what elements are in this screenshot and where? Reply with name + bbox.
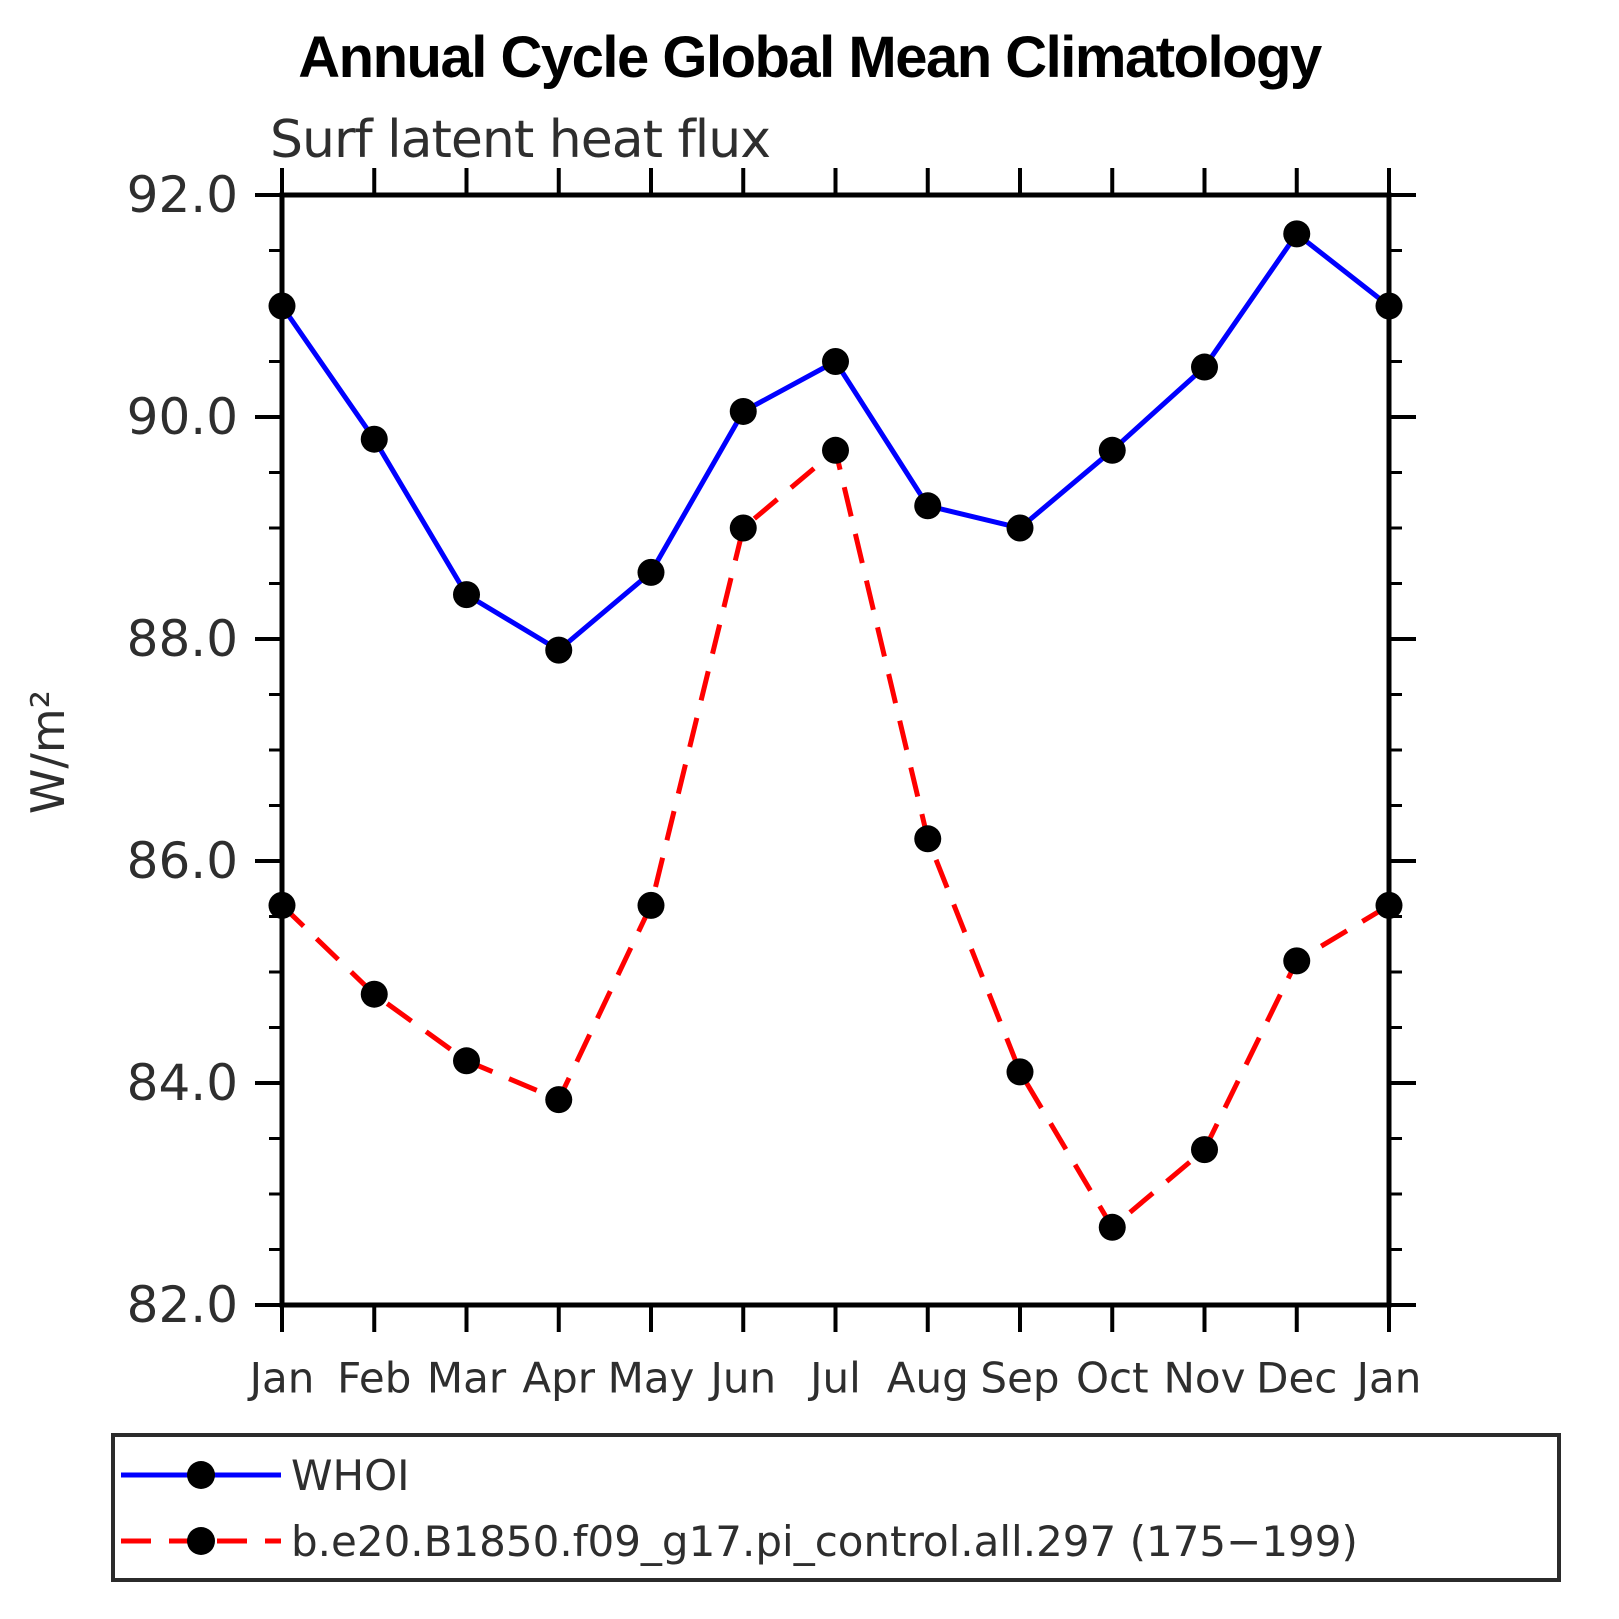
x-tick-label: Jun bbox=[707, 1354, 776, 1403]
x-tick-label: Jan bbox=[247, 1354, 315, 1403]
data-point-marker bbox=[729, 397, 757, 425]
y-tick-label: 84.0 bbox=[127, 1054, 238, 1112]
legend-sample-solid-line bbox=[121, 1461, 281, 1489]
data-point-marker bbox=[268, 891, 296, 919]
data-point-marker bbox=[453, 1047, 480, 1075]
x-tick-label: Jan bbox=[1354, 1354, 1422, 1403]
data-point-marker bbox=[914, 825, 942, 853]
y-tick-label: 82.0 bbox=[127, 1276, 238, 1334]
data-point-marker bbox=[360, 425, 388, 453]
data-point-marker bbox=[914, 492, 942, 520]
y-tick-label: 86.0 bbox=[127, 832, 238, 890]
data-point-marker bbox=[729, 514, 757, 542]
data-point-marker bbox=[637, 558, 665, 586]
data-point-marker bbox=[1191, 1136, 1218, 1164]
legend-marker-dot bbox=[187, 1527, 215, 1555]
data-point-marker bbox=[268, 292, 296, 320]
y-tick-label: 90.0 bbox=[127, 388, 238, 446]
data-point-marker bbox=[1283, 220, 1311, 248]
data-point-marker bbox=[1006, 514, 1034, 542]
data-point-marker bbox=[1191, 353, 1218, 381]
chart-subtitle: Surf latent heat flux bbox=[270, 110, 771, 170]
data-point-marker bbox=[545, 1086, 573, 1114]
y-axis-title: W/m² bbox=[21, 690, 75, 814]
legend-box: WHOI b.e20.B1850.f09_g17.pi_control.all.… bbox=[111, 1433, 1561, 1582]
data-point-marker bbox=[1098, 436, 1126, 464]
data-point-marker bbox=[1283, 947, 1311, 975]
data-point-marker bbox=[360, 980, 388, 1008]
data-point-marker bbox=[453, 581, 480, 609]
data-point-marker bbox=[1006, 1058, 1034, 1086]
chart-title: Annual Cycle Global Mean Climatology bbox=[298, 25, 1322, 90]
x-axis-labels: Jan Feb Mar Apr May Jun Jul Aug Sep Oct Nov Dec Jan bbox=[247, 1354, 1422, 1403]
x-tick-label: May bbox=[608, 1354, 695, 1403]
series-group bbox=[268, 220, 1403, 1241]
x-tick-label: Aug bbox=[887, 1354, 969, 1403]
x-tick-label: Sep bbox=[980, 1354, 1059, 1403]
x-tick-label: Mar bbox=[427, 1354, 507, 1403]
legend-item-model: b.e20.B1850.f09_g17.pi_control.all.297 (… bbox=[117, 1511, 1358, 1571]
data-point-marker bbox=[1098, 1213, 1126, 1241]
x-tick-label: Apr bbox=[522, 1354, 595, 1403]
y-tick-label: 92.0 bbox=[127, 166, 238, 224]
x-axis-ticks bbox=[280, 168, 1391, 1332]
legend-label-model: b.e20.B1850.f09_g17.pi_control.all.297 (… bbox=[291, 1516, 1358, 1566]
data-point-marker bbox=[637, 891, 665, 919]
y-tick-label: 88.0 bbox=[127, 610, 238, 668]
legend-sample-dashed-line bbox=[121, 1527, 281, 1555]
data-point-marker bbox=[1375, 292, 1403, 320]
legend-marker-dot bbox=[187, 1461, 215, 1489]
data-point-marker bbox=[822, 436, 849, 464]
data-point-marker bbox=[545, 636, 573, 664]
x-tick-label: Dec bbox=[1256, 1354, 1337, 1403]
legend-label-whoi: WHOI bbox=[291, 1450, 410, 1500]
x-tick-label: Oct bbox=[1076, 1354, 1149, 1403]
legend-item-whoi: WHOI bbox=[117, 1445, 410, 1505]
data-point-marker bbox=[1375, 891, 1403, 919]
x-tick-label: Feb bbox=[337, 1354, 411, 1403]
y-axis-labels: 92.0 90.0 88.0 86.0 84.0 82.0 bbox=[127, 166, 238, 1334]
data-point-marker bbox=[822, 348, 849, 375]
x-tick-label: Jul bbox=[807, 1354, 861, 1403]
x-tick-label: Nov bbox=[1164, 1354, 1246, 1403]
